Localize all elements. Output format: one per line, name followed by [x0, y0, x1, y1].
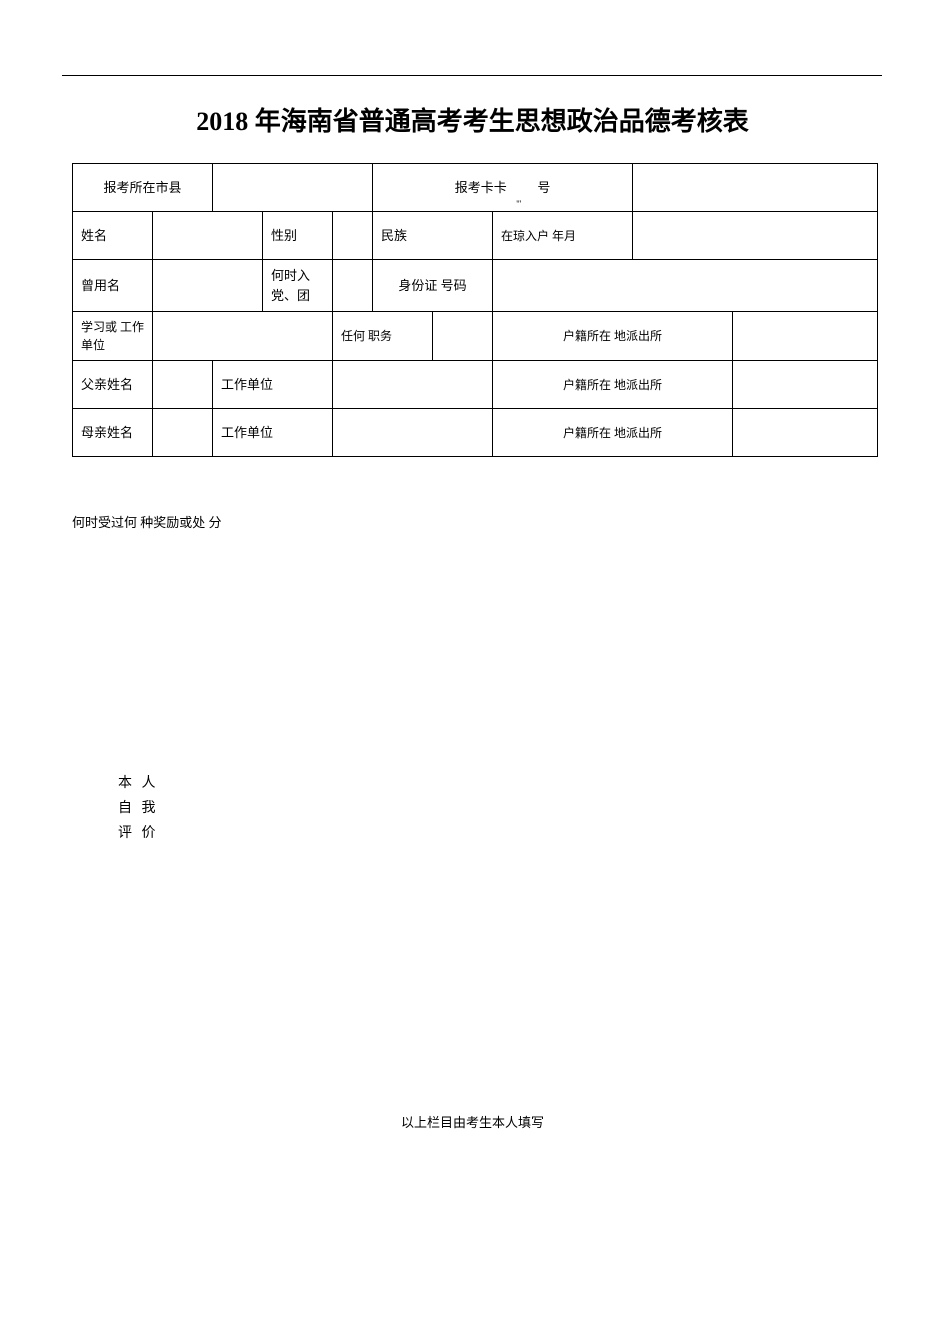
page-container: 2018 年海南省普通高考考生思想政治品德考核表 报考所在市县 报考卡卡 "': [0, 0, 945, 1131]
field-party[interactable]: [333, 260, 373, 312]
field-exam-city[interactable]: [213, 164, 373, 212]
label-residence-date: 在琼入户 年月: [493, 212, 633, 260]
cardno-mark: "': [516, 198, 521, 212]
field-residence-date[interactable]: [633, 212, 878, 260]
label-father-police: 户籍所在 地派出所: [493, 361, 733, 409]
field-father-name[interactable]: [153, 361, 213, 409]
label-position: 任何 职务: [333, 312, 433, 361]
table-row: 学习或 工作单位 任何 职务 户籍所在 地派出所: [73, 312, 878, 361]
table-row: 报考所在市县 报考卡卡 "' 号: [73, 164, 878, 212]
table-row: 曾用名 何时入党、团 身份证 号码: [73, 260, 878, 312]
label-party: 何时入党、团: [263, 260, 333, 312]
label-exam-cardno: 报考卡卡 "' 号: [373, 164, 633, 212]
field-father-unit[interactable]: [333, 361, 493, 409]
label-mother-police: 户籍所在 地派出所: [493, 409, 733, 457]
self-eval-line1: 本 人: [118, 771, 945, 796]
label-father-unit: 工作单位: [213, 361, 333, 409]
label-exam-city: 报考所在市县: [73, 164, 213, 212]
field-mother-police[interactable]: [733, 409, 878, 457]
label-police-station: 户籍所在 地派出所: [493, 312, 733, 361]
field-father-police[interactable]: [733, 361, 878, 409]
field-id-number[interactable]: [493, 260, 878, 312]
label-mother-unit: 工作单位: [213, 409, 333, 457]
document-title: 2018 年海南省普通高考考生思想政治品德考核表: [0, 76, 945, 163]
cardno-suffix: 号: [537, 180, 550, 195]
label-father-name: 父亲姓名: [73, 361, 153, 409]
self-evaluation-label: 本 人 自 我 评 价: [118, 771, 945, 847]
label-id-number: 身份证 号码: [373, 260, 493, 312]
label-former-name: 曾用名: [73, 260, 153, 312]
field-mother-name[interactable]: [153, 409, 213, 457]
label-study-work-unit: 学习或 工作单位: [73, 312, 153, 361]
field-position[interactable]: [433, 312, 493, 361]
label-gender: 性别: [263, 212, 333, 260]
field-former-name[interactable]: [153, 260, 263, 312]
self-eval-line3: 评 价: [118, 821, 945, 846]
assessment-form-table: 报考所在市县 报考卡卡 "' 号 姓名 性别 民族 在琼入户 年月 曾用名: [72, 163, 878, 457]
rewards-punishment-label: 何时受过何 种奖励或处 分: [72, 512, 945, 531]
table-row: 父亲姓名 工作单位 户籍所在 地派出所: [73, 361, 878, 409]
field-study-work-unit[interactable]: [153, 312, 333, 361]
field-mother-unit[interactable]: [333, 409, 493, 457]
cardno-text: 报考卡卡: [455, 180, 507, 195]
label-mother-name: 母亲姓名: [73, 409, 153, 457]
footer-instruction: 以上栏目由考生本人填写: [0, 1112, 945, 1131]
field-gender[interactable]: [333, 212, 373, 260]
label-name: 姓名: [73, 212, 153, 260]
label-name-text: 姓名: [81, 228, 107, 243]
field-exam-cardno[interactable]: [633, 164, 878, 212]
table-row: 姓名 性别 民族 在琼入户 年月: [73, 212, 878, 260]
self-eval-line2: 自 我: [118, 796, 945, 821]
table-row: 母亲姓名 工作单位 户籍所在 地派出所: [73, 409, 878, 457]
field-police-station[interactable]: [733, 312, 878, 361]
label-ethnic: 民族: [373, 212, 493, 260]
field-name[interactable]: [153, 212, 263, 260]
